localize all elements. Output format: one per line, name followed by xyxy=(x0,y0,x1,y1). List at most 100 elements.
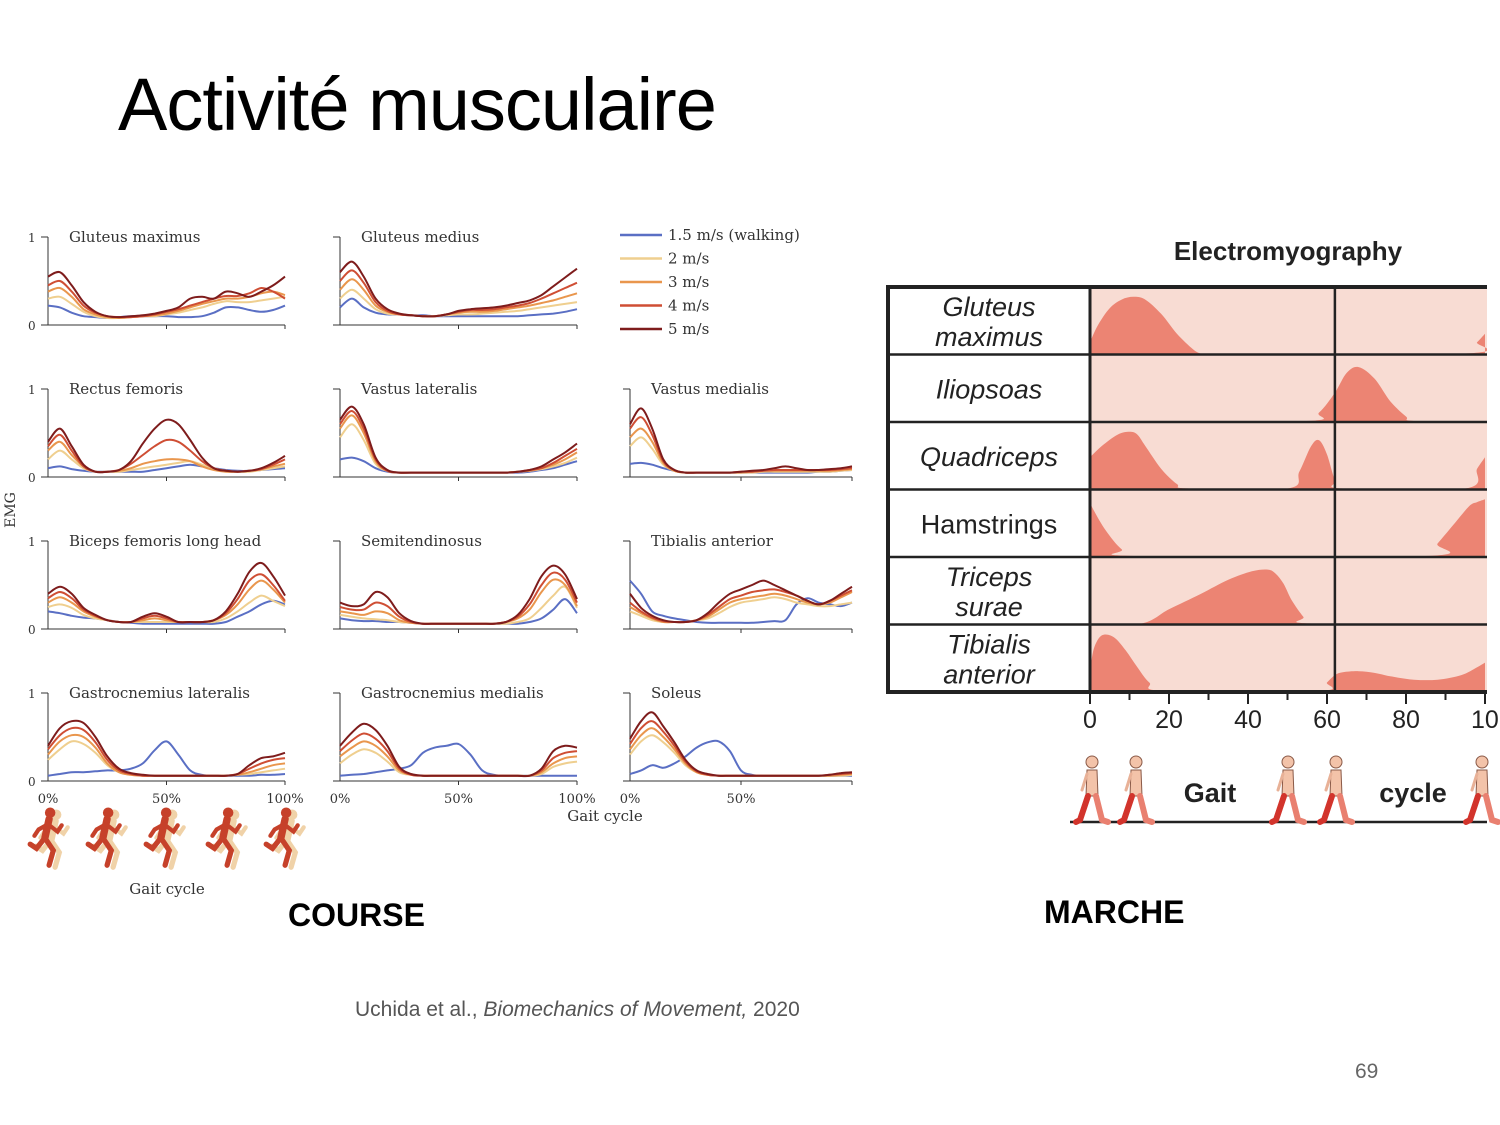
course-label: COURSE xyxy=(288,897,425,933)
series-line xyxy=(629,739,852,777)
series-line xyxy=(47,740,286,777)
series-line xyxy=(47,726,286,777)
emg-panel: Vastus medialis xyxy=(623,380,853,481)
series-line xyxy=(339,564,578,625)
runner-icon xyxy=(143,807,180,868)
series-line xyxy=(629,579,853,624)
citation-authors: Uchida et al., xyxy=(355,998,484,1021)
x-tick-label: 100% xyxy=(558,792,595,807)
runner-icon xyxy=(27,807,64,868)
series-line xyxy=(629,596,853,624)
series-line xyxy=(47,295,286,320)
x-axis-label-cycle: cycle xyxy=(1379,778,1447,808)
x-tick-label: 80 xyxy=(1392,706,1420,734)
y-tick-label: 1 xyxy=(28,535,36,549)
series-line xyxy=(339,405,578,474)
chart-title: Electromyography xyxy=(1174,236,1403,266)
x-axis-label: Gait cycle xyxy=(567,807,643,825)
page-number: 69 xyxy=(1355,1060,1379,1083)
series-line xyxy=(47,573,286,624)
emg-panel: 1 0 Gastrocnemius lateralis xyxy=(28,684,286,789)
muscle-label: Quadriceps xyxy=(920,442,1058,472)
emg-panel: Soleus xyxy=(623,684,853,785)
panel-title: Rectus femoris xyxy=(69,380,183,398)
y-tick-label: 1 xyxy=(28,231,36,245)
slide-title: Activité musculaire xyxy=(118,63,717,146)
series-line xyxy=(47,594,286,624)
walking-figure-icon xyxy=(1463,755,1500,825)
series-line xyxy=(47,418,286,474)
y-tick-label: 0 xyxy=(28,775,36,789)
x-tick-label: 20 xyxy=(1155,706,1183,734)
runner-icon xyxy=(85,807,122,868)
series-line xyxy=(47,579,286,624)
emg-panel: Semitendinosus xyxy=(333,532,578,633)
panel-title: Gastrocnemius lateralis xyxy=(69,684,250,702)
series-line xyxy=(339,288,578,318)
series-line xyxy=(47,270,286,319)
walking-figure-icon xyxy=(1317,755,1355,825)
series-line xyxy=(629,407,853,474)
y-tick-label: 1 xyxy=(28,687,36,701)
emg-activity-area xyxy=(1090,296,1487,355)
y-tick-label: 0 xyxy=(28,319,36,333)
series-line xyxy=(47,304,286,320)
muscle-label: Iliopsoas xyxy=(936,374,1043,404)
x-tick-label: 0 xyxy=(1083,706,1097,734)
walking-figure-icon xyxy=(1117,755,1155,825)
citation-book-title: Biomechanics of Movement, xyxy=(483,998,748,1021)
muscle-label: surae xyxy=(955,592,1023,622)
legend-label: 2 m/s xyxy=(668,250,709,268)
muscle-label: Tibialis xyxy=(947,629,1031,659)
legend-label: 5 m/s xyxy=(668,320,709,338)
emg-activity-area xyxy=(1090,366,1485,422)
marche-label: MARCHE xyxy=(1044,894,1185,930)
x-tick-label: 0% xyxy=(620,792,641,807)
series-line xyxy=(47,740,286,777)
muscle-label: Triceps xyxy=(946,562,1033,592)
legend-label: 1.5 m/s (walking) xyxy=(668,226,800,244)
emg-activity-area xyxy=(1090,634,1485,692)
panel-title: Vastus medialis xyxy=(650,380,769,398)
panel-title: Tibialis anterior xyxy=(651,532,774,550)
emg-activity-area xyxy=(1090,431,1485,491)
muscle-label: anterior xyxy=(943,659,1036,689)
x-tick-label: 60 xyxy=(1313,706,1341,734)
series-line xyxy=(629,579,853,624)
citation-year: 2020 xyxy=(747,998,800,1021)
panel-title: Biceps femoris long head xyxy=(69,532,262,550)
runner-icon xyxy=(205,807,242,868)
muscle-label: Gluteus xyxy=(942,292,1035,322)
muscle-label: Hamstrings xyxy=(921,509,1058,539)
y-tick-label: 1 xyxy=(28,383,36,397)
series-line xyxy=(47,599,286,625)
y-tick-label: 0 xyxy=(28,471,36,485)
panel-title: Gluteus medius xyxy=(361,228,479,246)
series-line xyxy=(47,286,286,320)
panel-title: Gluteus maximus xyxy=(69,228,200,246)
x-axis-label-gait: Gait xyxy=(1184,778,1237,808)
emg-panel: Gluteus medius xyxy=(333,228,578,329)
panel-title: Vastus lateralis xyxy=(360,380,477,398)
series-line xyxy=(629,711,853,777)
emg-panel: Tibialis anterior xyxy=(623,532,853,633)
panel-title: Semitendinosus xyxy=(361,532,482,550)
series-line xyxy=(339,722,578,778)
x-tick-label: 50% xyxy=(152,792,181,807)
runner-icon xyxy=(263,807,300,868)
panel-title: Gastrocnemius medialis xyxy=(361,684,544,702)
series-line xyxy=(339,297,578,318)
emg-activity-area xyxy=(1090,569,1485,625)
series-line xyxy=(629,427,853,474)
legend-label: 3 m/s xyxy=(668,273,709,291)
emg-panel: 1 0 Biceps femoris long head xyxy=(28,532,286,637)
emg-areas xyxy=(1090,296,1487,692)
legend-label: 4 m/s xyxy=(668,297,709,315)
series-line xyxy=(47,561,286,624)
x-tick-label: 0% xyxy=(38,792,59,807)
y-axis-label: EMG xyxy=(3,492,19,528)
panel-title: Soleus xyxy=(651,684,701,702)
x-tick-label: 100% xyxy=(266,792,303,807)
series-line xyxy=(339,260,578,318)
